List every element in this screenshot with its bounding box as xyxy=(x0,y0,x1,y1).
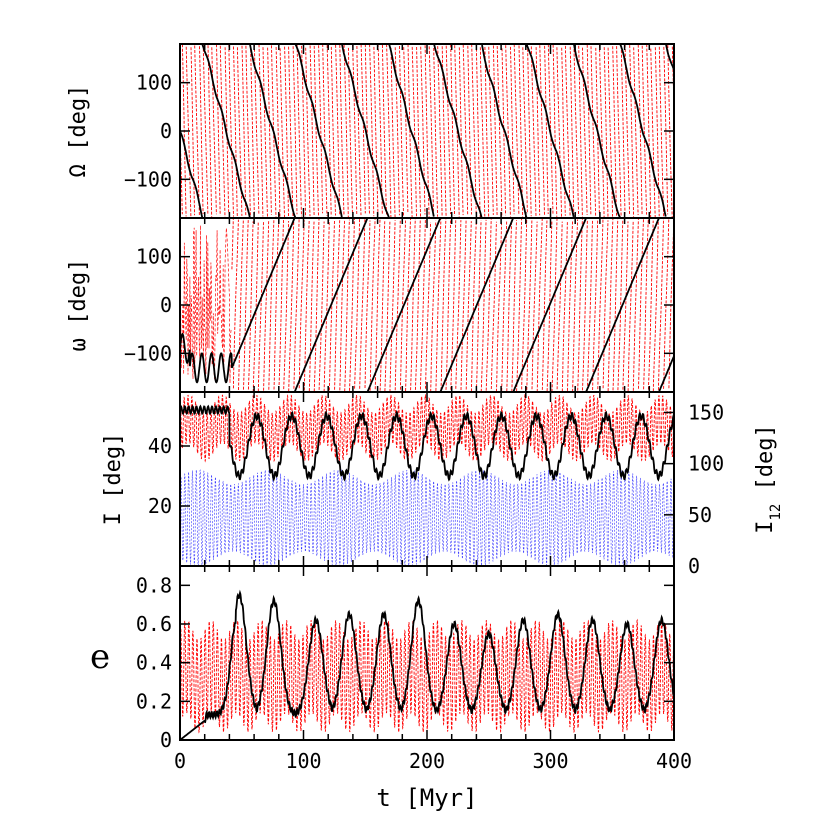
arg-pericenter-ylabel: ω [deg] xyxy=(66,259,91,352)
y-tick-label: 0.6 xyxy=(136,612,172,636)
mutual-inclination-blue-series xyxy=(180,469,674,566)
eccentricity-ylabel: e xyxy=(90,637,110,677)
y-tick-label-right: 150 xyxy=(688,400,724,424)
y-tick-label: 20 xyxy=(148,494,172,518)
y-tick-label: −100 xyxy=(124,341,172,365)
inclination-black-series xyxy=(180,404,674,482)
arg-pericenter-panel-lines xyxy=(180,218,674,392)
x-tick-label: 0 xyxy=(174,749,186,773)
arg-pericenter-red-early-series xyxy=(180,225,232,384)
y-tick-label: −100 xyxy=(124,167,172,191)
inclination-ylabel: I [deg] xyxy=(101,433,126,526)
y-tick-label: 0.2 xyxy=(136,689,172,713)
x-tick-label: 100 xyxy=(285,749,321,773)
omega-node-red-series xyxy=(180,44,674,218)
y-tick-label: 40 xyxy=(148,434,172,458)
omega-node-ylabel: Ω [deg] xyxy=(66,85,91,178)
axis-ticks: −1000100−1000100204005010015000.20.40.60… xyxy=(124,44,724,773)
arg-pericenter-black-series xyxy=(180,218,674,392)
y-tick-label: 100 xyxy=(136,245,172,269)
x-tick-label: 400 xyxy=(656,749,692,773)
y-tick-label-right: 100 xyxy=(688,452,724,476)
eccentricity-panel-lines xyxy=(180,589,674,740)
y-tick-label: 0.4 xyxy=(136,651,172,675)
y-tick-label-right: 50 xyxy=(688,503,712,527)
mutual-inclination-ylabel-base: I xyxy=(753,521,778,534)
eccentricity-red-series xyxy=(180,618,674,734)
mutual-inclination-ylabel-sub: 12 xyxy=(768,504,784,521)
mutual-inclination-ylabel: I12 [deg] xyxy=(753,424,784,534)
y-tick-label: 0 xyxy=(160,293,172,317)
y-tick-label: 100 xyxy=(136,71,172,95)
inclination-panel-lines xyxy=(180,393,674,566)
arg-pericenter-panel-frame xyxy=(179,217,675,393)
y-tick-label-right: 0 xyxy=(688,554,700,578)
omega-node-black-series xyxy=(180,44,674,218)
x-tick-label: 300 xyxy=(532,749,568,773)
time-xlabel: t [Myr] xyxy=(376,784,477,812)
omega-node-panel-lines xyxy=(180,44,674,218)
x-tick-label: 200 xyxy=(409,749,445,773)
y-tick-label: 0 xyxy=(160,728,172,752)
arg-pericenter-red-series xyxy=(231,218,674,392)
y-tick-label: 0 xyxy=(160,119,172,143)
y-tick-label: 0.8 xyxy=(136,573,172,597)
mutual-inclination-ylabel-unit: [deg] xyxy=(753,424,778,503)
eccentricity-black-series xyxy=(180,589,674,740)
inclination-red-series xyxy=(180,393,674,463)
